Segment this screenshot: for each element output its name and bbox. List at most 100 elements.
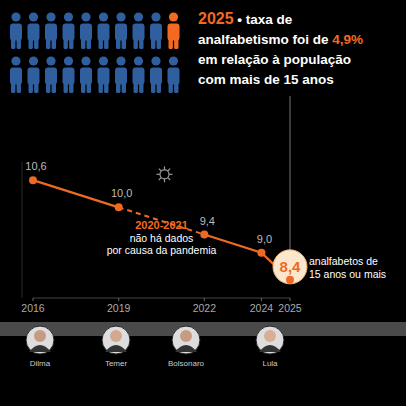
data-label: 10,6 [25, 160, 46, 172]
person-leg [29, 37, 33, 49]
person-leg [69, 37, 73, 49]
portrait [26, 326, 54, 354]
annotation-text: por causa da pandemia [107, 244, 217, 256]
person-head [151, 12, 160, 21]
data-label: 9,4 [200, 215, 215, 227]
person-leg [52, 81, 56, 93]
person-leg [134, 37, 138, 49]
portrait-bg [102, 326, 130, 354]
point [29, 176, 37, 184]
timeline-band [0, 322, 406, 336]
person-leg [122, 37, 126, 49]
data-label: 9,0 [257, 233, 272, 245]
x-tick-label: 2022 [193, 302, 217, 314]
person-icon [98, 12, 110, 49]
person-icon [45, 56, 57, 93]
person-leg [174, 37, 178, 49]
person-head [81, 12, 90, 21]
data-label: 8,4 [280, 258, 302, 275]
plot-area [33, 180, 290, 280]
person-leg [139, 37, 143, 49]
person-head [29, 56, 38, 65]
person-leg [46, 81, 50, 93]
portrait-face [180, 330, 192, 342]
portrait [172, 326, 200, 354]
person-leg [34, 37, 38, 49]
portrait-face [264, 330, 276, 342]
headline-text: 2025 [198, 10, 234, 27]
person-leg [122, 81, 126, 93]
x-tick [290, 298, 291, 301]
person-icon [115, 12, 127, 49]
headline-text: com mais de 15 anos [198, 72, 334, 87]
headline-text: analfabetismo foi de [198, 32, 332, 47]
person-icon [80, 56, 92, 93]
person-leg [169, 81, 173, 93]
line [33, 180, 119, 207]
person-head [46, 12, 55, 21]
person-leg [157, 37, 161, 49]
point [286, 276, 294, 284]
person-leg [174, 81, 178, 93]
person-head [11, 56, 20, 65]
person-leg [34, 81, 38, 93]
point [257, 249, 265, 257]
portrait [256, 326, 284, 354]
person-leg [11, 37, 15, 49]
annotation-title: 2020-2021 [135, 219, 188, 231]
person-leg [134, 81, 138, 93]
person-icon [115, 56, 127, 93]
headline-line: 2025 • taxa de [198, 10, 293, 27]
person-leg [87, 37, 91, 49]
virus-icon [157, 166, 173, 182]
person-icon [45, 12, 57, 49]
gap-bridge [119, 207, 205, 234]
person-leg [29, 81, 33, 93]
x-tick [261, 298, 262, 301]
person-head [64, 56, 73, 65]
x-tick-label: 2019 [107, 302, 131, 314]
person-icon [28, 56, 40, 93]
person-icon [150, 12, 162, 49]
portrait-suit [29, 345, 51, 352]
person-head [81, 56, 90, 65]
person-icon [10, 56, 22, 93]
person-head [116, 12, 125, 21]
portrait-face [34, 330, 46, 342]
president-name: Dilma [30, 359, 51, 368]
annotation-text: 15 anos ou mais [309, 268, 386, 280]
portrait-suit [259, 345, 281, 352]
x-tick [204, 298, 205, 301]
portrait-suit [175, 345, 197, 352]
page: { "headline": { "lines": [ [{"text": "20… [0, 0, 406, 406]
data-label: 10,0 [111, 187, 132, 199]
x-tick-label: 2024 [250, 302, 274, 314]
headline-line: em relação à população [198, 52, 351, 67]
person-leg [69, 81, 73, 93]
callout-circle [273, 250, 307, 284]
person-head [169, 56, 178, 65]
person-head [151, 56, 160, 65]
person-leg [99, 81, 103, 93]
person-icon [150, 56, 162, 93]
portrait [102, 326, 130, 354]
person-leg [52, 37, 56, 49]
person-leg [116, 37, 120, 49]
headline-line: com mais de 15 anos [198, 72, 334, 87]
person-head [169, 12, 178, 21]
person-icon [133, 12, 145, 49]
portrait-bg [26, 326, 54, 354]
x-tick [33, 298, 34, 301]
x-axis [33, 298, 290, 299]
portrait-bg [172, 326, 200, 354]
person-leg [169, 37, 173, 49]
background [0, 0, 406, 406]
president-name: Bolsonaro [168, 359, 205, 368]
virus-body [160, 170, 169, 179]
person-head [29, 12, 38, 21]
portrait-face [110, 330, 122, 342]
x-tick-label: 2025 [278, 302, 302, 314]
portrait-suit [105, 345, 127, 352]
person-leg [46, 37, 50, 49]
person-head [99, 56, 108, 65]
